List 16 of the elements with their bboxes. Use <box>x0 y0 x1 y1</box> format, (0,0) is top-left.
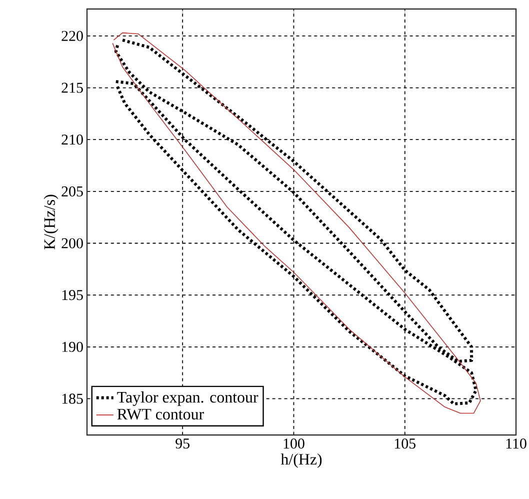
y-tick-label: 205 <box>62 186 83 196</box>
y-tick-label: 210 <box>62 134 83 145</box>
y-tick-label: 220 <box>62 30 83 41</box>
legend-label: Taylor expan. contour <box>117 391 258 406</box>
x-tick-label: 95 <box>176 438 190 449</box>
x-tick-label: 105 <box>394 438 416 449</box>
y-tick-label: 200 <box>62 238 83 248</box>
y-tick-label: 195 <box>62 290 83 300</box>
legend-label: RWT contour <box>117 408 204 420</box>
y-tick-label: 190 <box>62 342 83 352</box>
x-axis-title: h/(Hz) <box>280 453 322 468</box>
y-tick-label: 215 <box>62 82 83 93</box>
x-tick-label: 100 <box>284 438 304 449</box>
y-tick-label: 185 <box>62 394 83 404</box>
x-tick-label: 110 <box>506 438 526 449</box>
y-axis-title: K/(Hz/s) <box>44 194 58 250</box>
